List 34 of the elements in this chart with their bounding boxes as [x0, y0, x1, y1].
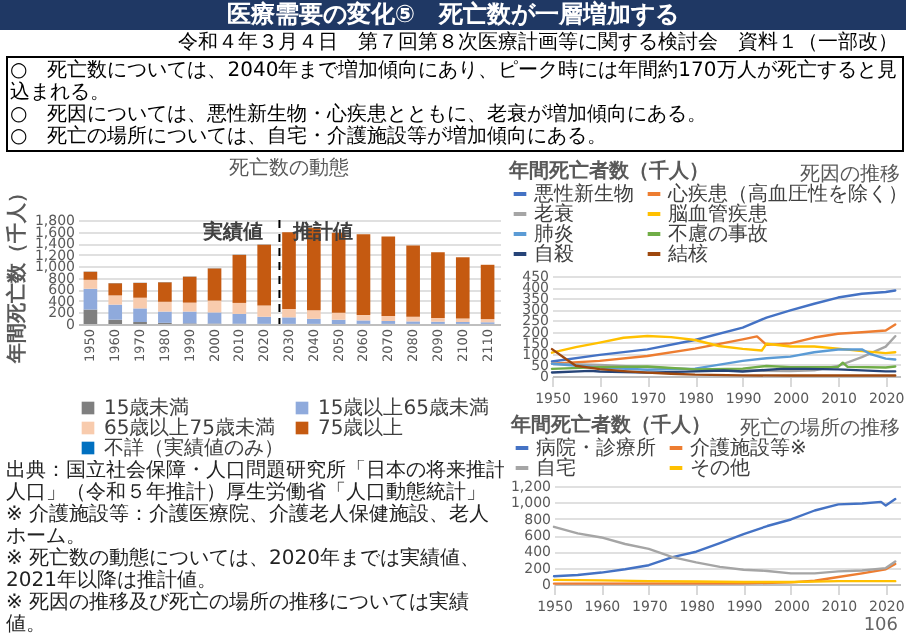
legend-label: 介護施設等※: [690, 436, 807, 460]
legend-label: 結核: [666, 242, 708, 266]
legend-label: 不慮の事故: [668, 222, 768, 246]
legend-label: 15歳未満: [104, 396, 190, 420]
legend-label: 65歳以上75歳未満: [104, 416, 275, 440]
text: ○ 死因については、悪性新生物・心疾患とともに、老衰が増加傾向にある。: [10, 104, 710, 126]
y-axis-title: 年間死亡者数（千人）: [507, 159, 709, 183]
legend-label: 脳血管疾患: [668, 202, 768, 226]
text: ※ 死亡数の動態については、2020年までは実績値、2021年以降は推計値。: [6, 548, 483, 592]
annotation: 実績値: [201, 220, 264, 244]
legend-label: 自殺: [534, 242, 574, 266]
y-axis-title: 年間死亡者数（千人）: [509, 413, 711, 437]
chart-title: 死因の推移: [800, 162, 900, 186]
text: ※ 死因の推移及び死亡の場所の推移については実績値。: [6, 592, 472, 636]
legend-label: 悪性新生物: [532, 182, 634, 206]
legend-label: 不詳（実績値のみ）: [104, 436, 284, 460]
text: 医療需要の変化⑤ 死亡数が一層増加する: [0, 0, 906, 30]
legend-label: 病院・診療所: [536, 436, 656, 460]
text: ○ 死亡数については、2040年まで増加傾向にあり、ピーク時には年間約170万人が死亡すると見込まれる。: [10, 60, 899, 104]
text: ○ 死亡の場所については、自宅・介護施設等が増加傾向にある。: [10, 126, 610, 148]
text: ※ 介護施設等：介護医療院、介護老人保健施設、老人ホーム。: [6, 504, 492, 548]
legend-label: その他: [690, 456, 750, 480]
legend-label: 75歳以上: [318, 416, 404, 440]
chart-title: 死亡の場所の推移: [740, 416, 900, 440]
legend-label: 肺炎: [534, 222, 574, 246]
text: 106: [863, 616, 898, 636]
chart-title: 死亡数の動態: [229, 156, 349, 180]
text: 令和４年３月４日 第７回第８次医療計画等に関する検討会 資料１（一部改）: [178, 32, 898, 54]
legend-label: 老衰: [534, 202, 574, 226]
legend-label: 15歳以上65歳未満: [318, 396, 489, 420]
y-axis-title: 年間死亡数（千人）: [4, 183, 29, 365]
source-note: 出典：国立社会保障・人口問題研究所「日本の将来推計人口」（令和５年推計）厚生労働省「人口動態統計」: [6, 460, 506, 504]
legend-label: 自宅: [536, 456, 576, 480]
legend-label: 心疾患（高血圧性を除く）: [666, 182, 906, 206]
